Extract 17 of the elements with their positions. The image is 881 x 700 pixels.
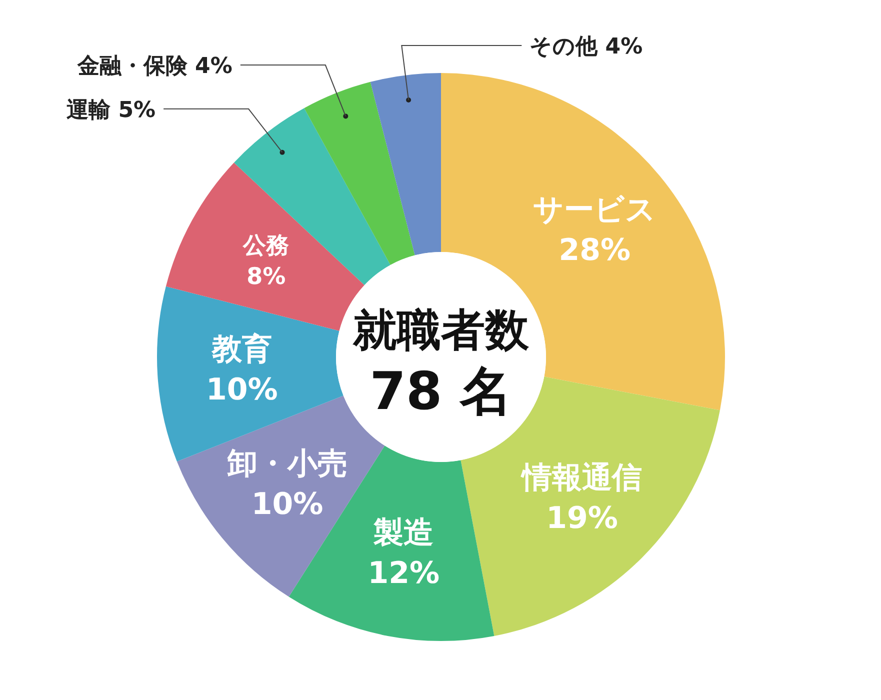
slice-label: サービス bbox=[533, 192, 656, 228]
data-label: 10% bbox=[206, 372, 278, 408]
slice-label: その他 4% bbox=[530, 34, 643, 60]
slice-label: 運輸 5% bbox=[66, 98, 156, 123]
slice-label: 卸・小売 bbox=[226, 446, 348, 482]
text: 就職者数 bbox=[352, 305, 530, 356]
data-label: 28% bbox=[558, 232, 631, 268]
text: 78 名 bbox=[370, 362, 512, 422]
data-label: 8% bbox=[246, 264, 286, 290]
slice-label: 公務 bbox=[242, 232, 290, 259]
slice-label: 教育 bbox=[210, 332, 272, 368]
data-label: 12% bbox=[368, 556, 440, 591]
slice-label: 製造 bbox=[372, 515, 434, 550]
data-label: 19% bbox=[546, 501, 618, 536]
slice-label: 金融・保険 4% bbox=[76, 54, 232, 80]
slice-label: 情報通信 bbox=[520, 460, 642, 496]
data-label: 10% bbox=[251, 487, 324, 522]
